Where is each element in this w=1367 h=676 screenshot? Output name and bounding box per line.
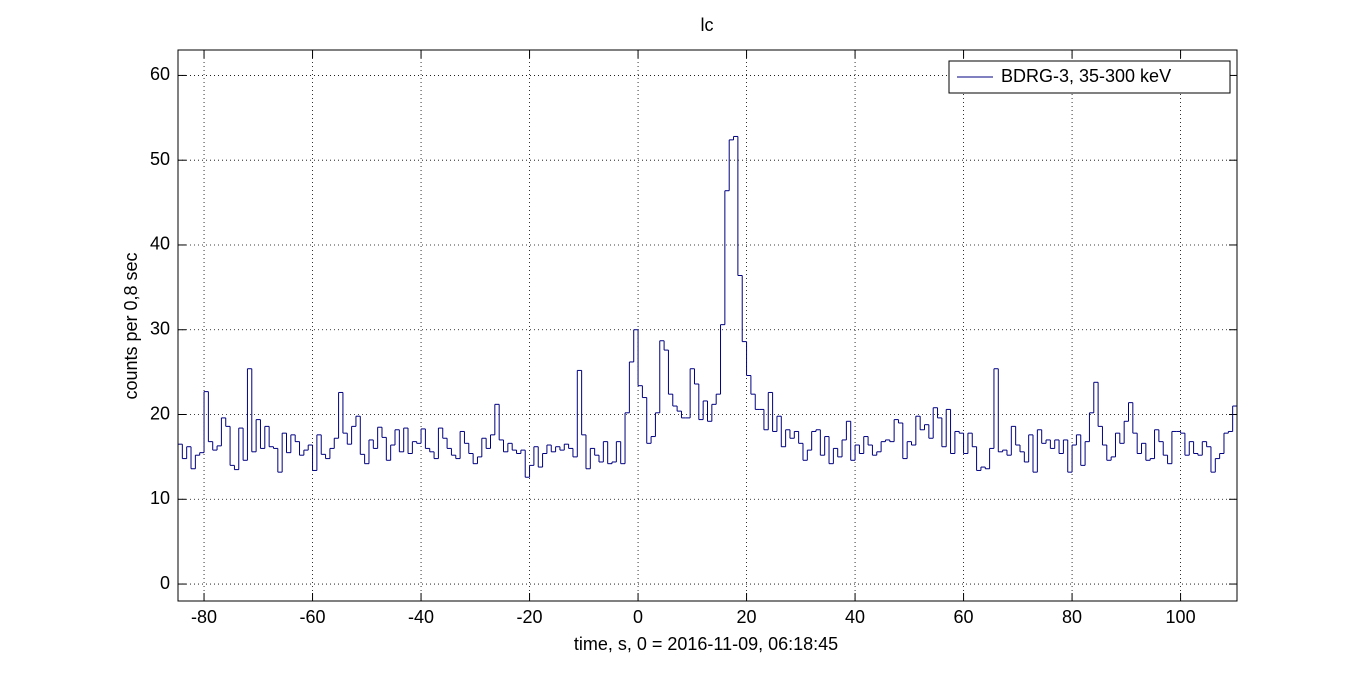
x-tick-label: -40 (408, 607, 434, 627)
y-tick-label: 20 (150, 403, 170, 423)
y-tick-label: 30 (150, 318, 170, 338)
legend-box (948, 60, 1231, 94)
x-tick-label: 20 (737, 607, 757, 627)
x-tick-label: 40 (845, 607, 865, 627)
y-axis-label: counts per 0,8 sec (121, 252, 141, 399)
x-tick-label: 80 (1062, 607, 1082, 627)
y-tick-label: 0 (160, 573, 170, 593)
legend-label: BDRG-3, 35-300 keV (1001, 66, 1171, 86)
grid (178, 50, 1237, 601)
x-tick-label: 100 (1166, 607, 1196, 627)
plot-marks (178, 135, 1237, 478)
plot-frame (177, 49, 1238, 602)
x-axis-label: time, s, 0 = 2016-11-09, 06:18:45 (574, 634, 838, 654)
y-tick-label: 10 (150, 488, 170, 508)
x-tick-label: -20 (517, 607, 543, 627)
x-tick-label: -80 (191, 607, 217, 627)
y-tick-label: 60 (150, 64, 170, 84)
y-tick-label: 40 (150, 234, 170, 254)
y-tick-label: 50 (150, 149, 170, 169)
chart-title: lc (701, 15, 714, 35)
legend: BDRG-3, 35-300 keV (948, 60, 1231, 94)
x-tick-label: 0 (633, 607, 643, 627)
x-tick-label: -60 (300, 607, 326, 627)
x-tick-label: 60 (954, 607, 974, 627)
